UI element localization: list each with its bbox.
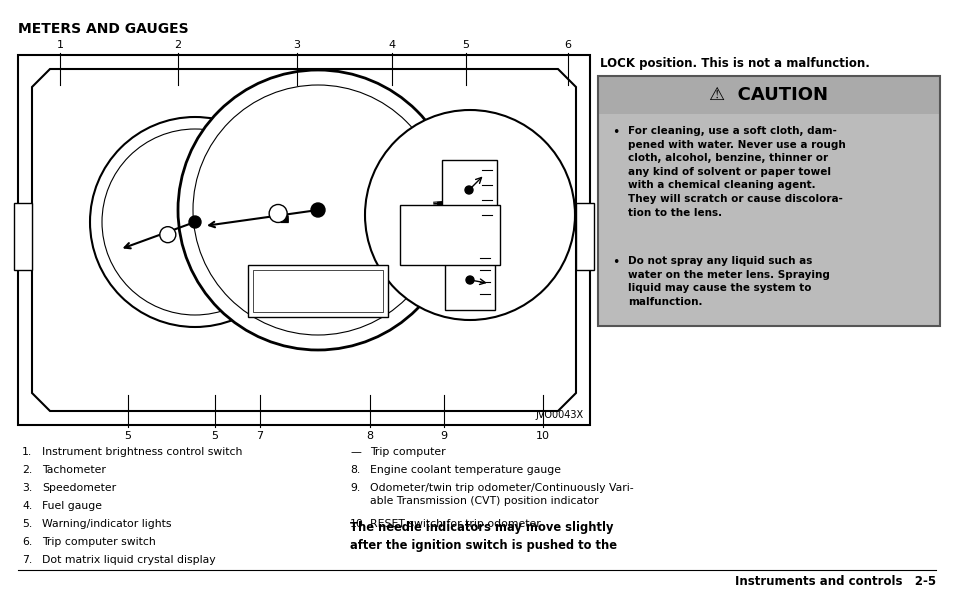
Text: Engine coolant temperature gauge: Engine coolant temperature gauge [370, 465, 560, 475]
Circle shape [464, 186, 473, 194]
Text: RESET switch for trip odometer: RESET switch for trip odometer [370, 519, 540, 529]
Bar [441, 160, 497, 230]
Text: 4: 4 [388, 40, 395, 50]
Bar [444, 250, 495, 310]
Polygon shape [32, 69, 576, 411]
Text: 3: 3 [294, 40, 300, 50]
Text: C: C [498, 295, 504, 304]
Text: ⚠  CAUTION: ⚠ CAUTION [709, 86, 827, 104]
Text: Trip computer switch: Trip computer switch [42, 537, 155, 547]
Text: Trip computer: Trip computer [370, 447, 445, 457]
Bar [14, 203, 32, 270]
Circle shape [160, 227, 175, 242]
Text: Instruments and controls   2-5: Instruments and controls 2-5 [734, 575, 935, 588]
Text: LOCK position. This is not a malfunction.: LOCK position. This is not a malfunction… [599, 57, 869, 70]
Circle shape [193, 85, 442, 335]
Text: 9: 9 [440, 431, 447, 441]
Text: 6.: 6. [22, 537, 32, 547]
Bar [598, 76, 939, 114]
Text: 5: 5 [212, 431, 218, 441]
Text: For cleaning, use a soft cloth, dam-
pened with water. Never use a rough
cloth, : For cleaning, use a soft cloth, dam- pen… [627, 126, 845, 218]
Circle shape [269, 205, 287, 222]
Bar [399, 205, 499, 265]
Text: after the ignition switch is pushed to the: after the ignition switch is pushed to t… [350, 539, 617, 552]
Text: Instrument brightness control switch: Instrument brightness control switch [42, 447, 242, 457]
Text: Speedometer: Speedometer [42, 483, 116, 493]
Circle shape [465, 276, 474, 284]
Text: 10.: 10. [350, 519, 367, 529]
Text: •: • [612, 256, 618, 269]
Bar [18, 55, 589, 425]
Circle shape [178, 70, 457, 350]
Text: The needle indicators may move slightly: The needle indicators may move slightly [350, 521, 613, 534]
Text: METERS AND GAUGES: METERS AND GAUGES [18, 22, 189, 36]
Text: Fuel gauge: Fuel gauge [42, 501, 102, 511]
Text: 3.: 3. [22, 483, 32, 493]
Text: 5: 5 [125, 431, 132, 441]
Text: Tachometer: Tachometer [42, 465, 106, 475]
Text: 1.: 1. [22, 447, 32, 457]
Text: Warning/indicator lights: Warning/indicator lights [42, 519, 172, 529]
Text: E: E [500, 205, 507, 215]
Text: H: H [498, 258, 505, 267]
Text: 9.: 9. [350, 483, 360, 493]
Circle shape [189, 216, 201, 228]
Text: •: • [612, 126, 618, 139]
Text: Dot matrix liquid crystal display: Dot matrix liquid crystal display [42, 555, 215, 565]
Text: 4.: 4. [22, 501, 32, 511]
Text: —: — [350, 447, 360, 457]
Text: Do not spray any liquid such as
water on the meter lens. Spraying
liquid may cau: Do not spray any liquid such as water on… [627, 256, 829, 307]
Text: 2: 2 [174, 40, 181, 50]
Circle shape [90, 117, 299, 327]
Text: F: F [500, 170, 506, 180]
Circle shape [102, 129, 288, 315]
Circle shape [365, 110, 575, 320]
Bar [598, 76, 939, 326]
Text: 5.: 5. [22, 519, 32, 529]
Circle shape [311, 203, 325, 217]
Text: 6: 6 [564, 40, 571, 50]
Text: 7: 7 [256, 431, 263, 441]
Text: 7.: 7. [22, 555, 32, 565]
Text: Odometer/twin trip odometer/Continuously Vari-
able Transmission (CVT) position : Odometer/twin trip odometer/Continuously… [370, 483, 633, 506]
Bar [598, 114, 939, 326]
Bar [248, 265, 388, 317]
Text: 2.: 2. [22, 465, 32, 475]
Text: 8.: 8. [350, 465, 360, 475]
Text: JVO0043X: JVO0043X [536, 410, 583, 420]
Text: 10: 10 [536, 431, 550, 441]
Text: 8: 8 [366, 431, 374, 441]
Text: 5: 5 [462, 40, 469, 50]
Bar [576, 203, 594, 270]
Text: 1: 1 [56, 40, 64, 50]
Bar [253, 270, 382, 312]
